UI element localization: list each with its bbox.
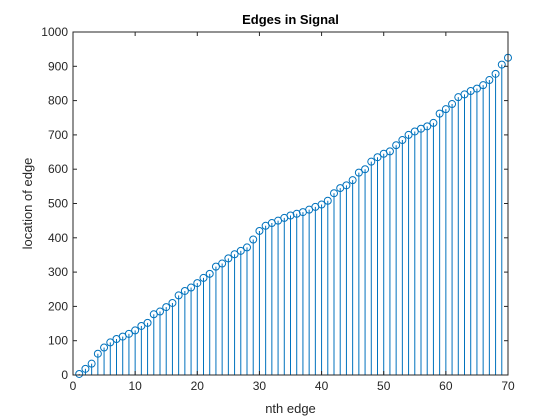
y-tick-label: 600: [48, 162, 68, 176]
stem-marker: [81, 364, 90, 373]
x-tick-label: 60: [439, 379, 453, 393]
stem-marker: [330, 189, 338, 198]
stem-marker: [472, 84, 481, 93]
x-tick-label: 30: [253, 379, 267, 393]
stem-marker: [423, 122, 432, 131]
stem-marker: [100, 343, 109, 352]
x-tick-label: 50: [377, 379, 391, 393]
stem-marker: [448, 100, 457, 109]
stem-marker: [236, 246, 245, 255]
y-tick-label: 200: [48, 299, 68, 313]
stem-marker: [218, 259, 227, 268]
stem-marker: [131, 326, 140, 335]
stem-marker: [174, 291, 183, 300]
stem-marker: [385, 147, 394, 156]
stem-marker: [398, 136, 407, 145]
stem-marker: [323, 196, 332, 205]
y-tick-label: 500: [48, 197, 68, 211]
y-tick-label: 100: [48, 334, 68, 348]
stem-marker: [230, 250, 239, 259]
stem-marker: [162, 303, 171, 312]
stem-marker: [373, 153, 382, 162]
stem-marker: [485, 76, 494, 85]
y-tick-label: 1000: [41, 25, 68, 39]
stem-marker: [367, 157, 376, 166]
stem-marker: [441, 105, 450, 114]
y-tick-label: 400: [48, 231, 68, 245]
stem-marker: [180, 286, 189, 295]
y-axis-title: location of edge: [20, 158, 35, 250]
x-tick-label: 20: [191, 379, 205, 393]
stem-marker: [205, 269, 214, 278]
y-tick-label: 800: [48, 94, 68, 108]
stem-marker: [187, 283, 196, 292]
stem-marker: [491, 69, 500, 78]
stem-marker: [429, 118, 438, 127]
stem-marker: [193, 279, 202, 288]
stem-marker: [460, 90, 469, 99]
x-tick-label: 0: [70, 379, 77, 393]
stem-marker: [224, 254, 233, 263]
stem-marker: [255, 226, 264, 235]
stem-marker: [361, 165, 370, 174]
stem-marker: [87, 359, 96, 368]
stem-marker: [317, 200, 326, 209]
stem-marker: [124, 329, 133, 338]
chart-title: Edges in Signal: [242, 12, 339, 27]
stems-group: [75, 53, 512, 378]
stem-marker: [93, 349, 102, 358]
x-tick-label: 10: [128, 379, 142, 393]
stem-marker: [435, 109, 444, 118]
stem-marker: [404, 130, 413, 139]
stem-marker: [392, 141, 401, 150]
stem-marker: [497, 60, 506, 69]
stem-marker: [342, 181, 351, 190]
ticks-group: 0 10 20 30 40 50 60 700100200300400500600700800…: [41, 25, 515, 393]
stem-marker: [168, 298, 177, 307]
stem-marker: [143, 318, 152, 327]
y-tick-label: 300: [48, 265, 68, 279]
stem-marker: [354, 168, 363, 177]
stem-marker: [243, 243, 251, 252]
stem-marker: [156, 307, 164, 316]
x-tick-label: 40: [315, 379, 329, 393]
stem-marker: [479, 81, 488, 90]
stem-marker: [211, 262, 220, 271]
y-tick-label: 900: [48, 59, 68, 73]
stem-marker: [348, 176, 357, 185]
stem-marker: [137, 321, 146, 330]
y-tick-label: 700: [48, 128, 68, 142]
x-tick-label: 70: [501, 379, 515, 393]
x-axis-title: nth edge: [265, 401, 316, 416]
stem-marker: [199, 273, 208, 282]
stem-marker: [249, 235, 258, 244]
stem-marker: [75, 369, 84, 378]
stem-marker: [106, 338, 115, 347]
y-tick-label: 0: [61, 368, 68, 382]
